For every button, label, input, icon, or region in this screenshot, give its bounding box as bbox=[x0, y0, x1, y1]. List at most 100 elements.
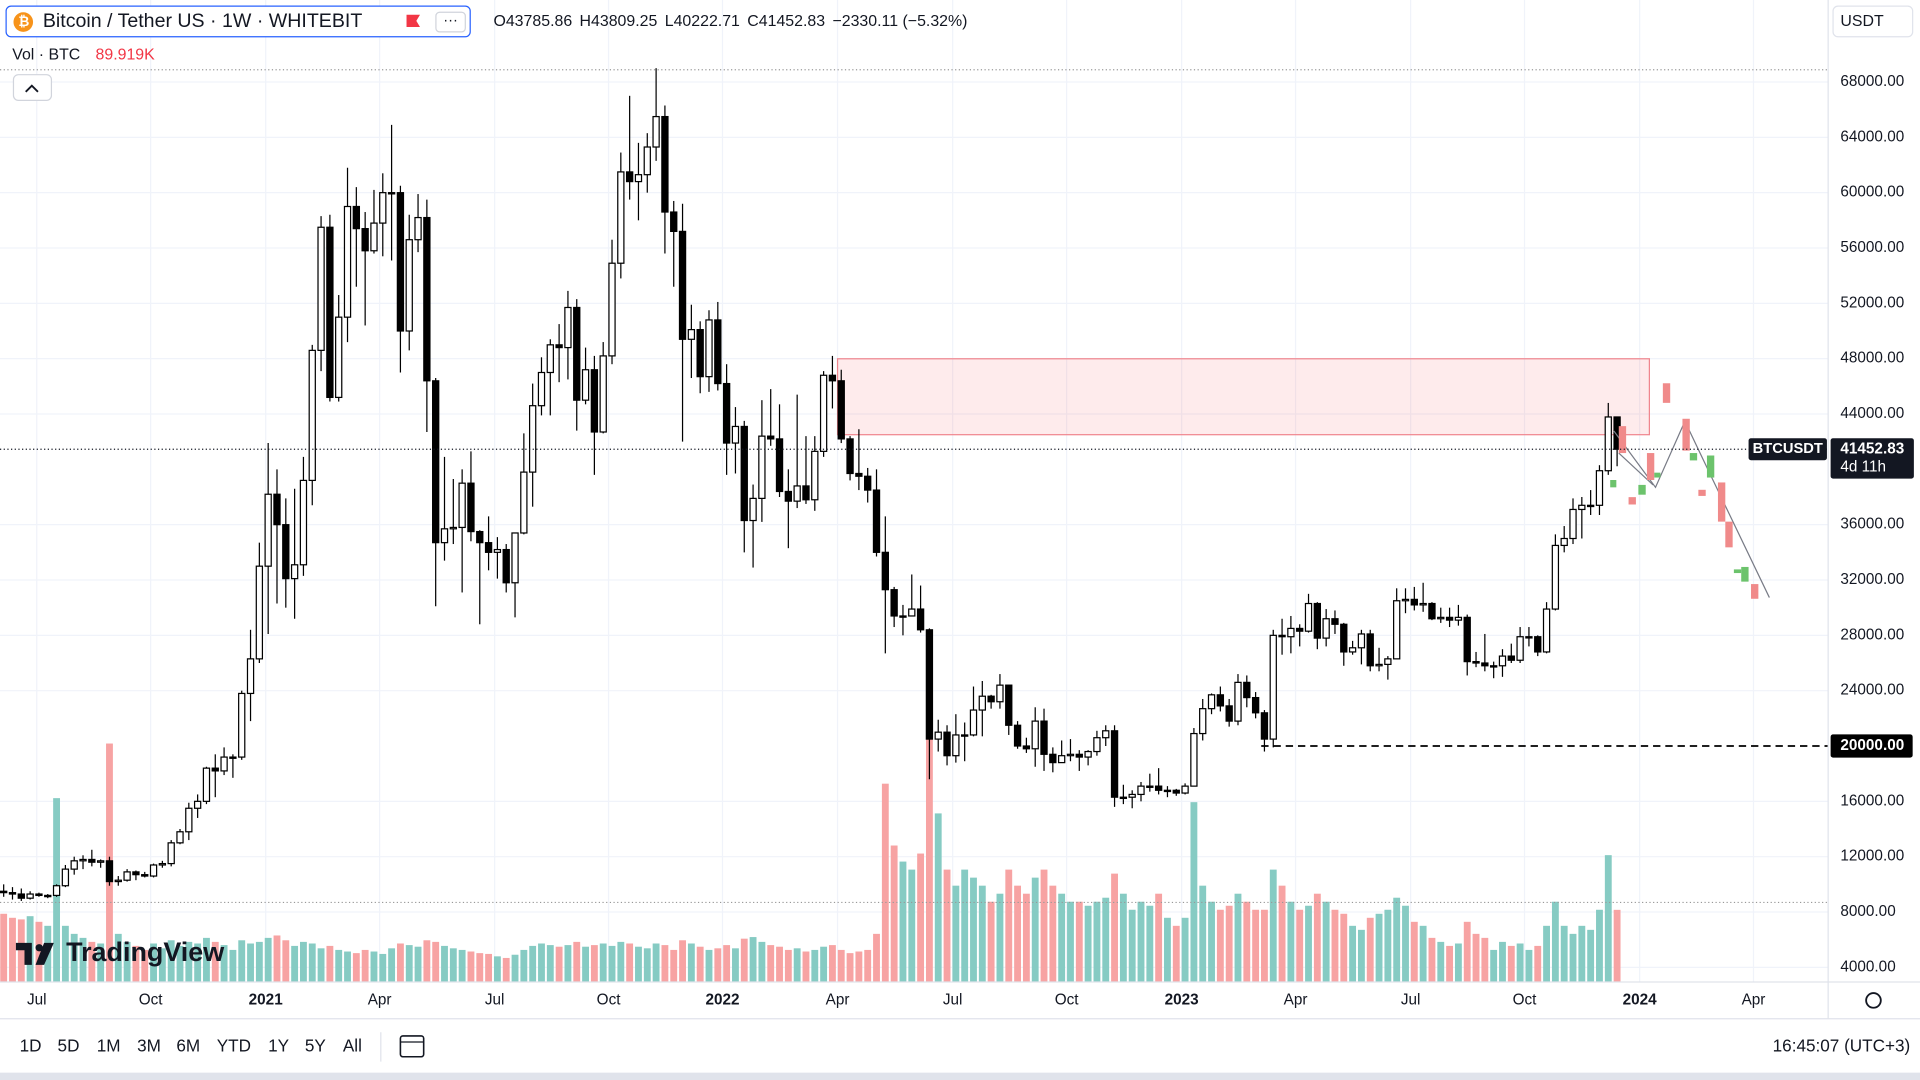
candle-body bbox=[678, 230, 687, 340]
calendar-icon[interactable] bbox=[399, 1035, 425, 1058]
x-tick-label: Oct bbox=[1055, 991, 1080, 1008]
volume-bar bbox=[705, 949, 713, 983]
volume-bar bbox=[546, 945, 554, 983]
hline-tag bbox=[1830, 734, 1913, 758]
volume-bar bbox=[1067, 901, 1074, 983]
range-button[interactable]: YTD bbox=[217, 1035, 251, 1055]
candle-body bbox=[1340, 623, 1348, 653]
candle-body bbox=[908, 608, 916, 617]
projection[interactable] bbox=[1610, 383, 1770, 599]
candle-body bbox=[1278, 634, 1286, 638]
candle-body bbox=[1489, 665, 1498, 668]
candle-body bbox=[26, 893, 34, 899]
candle-body bbox=[925, 629, 934, 740]
candle-body bbox=[387, 192, 396, 195]
projection-bar bbox=[1751, 584, 1759, 599]
range-button[interactable]: 1Y bbox=[268, 1035, 290, 1055]
range-button[interactable]: 1D bbox=[20, 1035, 42, 1055]
candle-body bbox=[1137, 785, 1145, 796]
candle-body bbox=[1481, 662, 1489, 667]
candle-body bbox=[220, 756, 228, 772]
volume-bar bbox=[0, 913, 8, 983]
currency[interactable]: USDT bbox=[1840, 13, 1884, 30]
candle-body bbox=[528, 405, 537, 473]
symbol-tag-label: BTCUSDT bbox=[1753, 441, 1823, 457]
settings-icon[interactable] bbox=[1865, 992, 1882, 1009]
volume-bar bbox=[1119, 893, 1127, 983]
projection-bar bbox=[1733, 569, 1742, 574]
candle-body bbox=[1031, 720, 1039, 750]
candle-body bbox=[229, 756, 237, 759]
volume-bar bbox=[599, 943, 607, 983]
more-button[interactable] bbox=[435, 11, 466, 33]
symbol[interactable]: Bitcoin / Tether US · 1W · WHITEBIT bbox=[43, 10, 363, 32]
range-button[interactable]: All bbox=[343, 1035, 362, 1055]
volume-bar bbox=[79, 937, 87, 983]
candle-body bbox=[352, 205, 361, 230]
candle-body bbox=[290, 564, 299, 580]
volume-bar bbox=[1499, 941, 1506, 983]
candle-body bbox=[167, 842, 175, 865]
candle-body bbox=[70, 860, 78, 870]
symbol-box[interactable] bbox=[5, 5, 471, 38]
candle-body bbox=[502, 548, 510, 584]
candle-body bbox=[308, 349, 316, 482]
volume-bar bbox=[1569, 933, 1577, 983]
range-button[interactable]: 5D bbox=[58, 1035, 80, 1055]
volume-bar bbox=[291, 945, 299, 983]
volume-bar bbox=[414, 946, 422, 983]
range-button[interactable]: 3M bbox=[137, 1035, 161, 1055]
candle-body bbox=[379, 192, 387, 224]
candle-body bbox=[767, 435, 775, 440]
candle-body bbox=[88, 858, 96, 863]
volume-bar bbox=[529, 945, 537, 983]
volume-value: 89.919K bbox=[96, 46, 156, 63]
candle-body bbox=[317, 226, 325, 351]
y-tick-label: 28000.00 bbox=[1840, 626, 1904, 643]
volume-bar bbox=[203, 937, 210, 983]
range-button[interactable]: 5Y bbox=[305, 1035, 327, 1055]
volume-bar bbox=[899, 861, 907, 983]
volume-bar bbox=[1551, 901, 1559, 983]
volume-name: Vol · BTC bbox=[12, 46, 80, 63]
clock: 16:45:07 (UTC+3) bbox=[1773, 1035, 1911, 1055]
candle-body bbox=[1534, 636, 1542, 653]
volume-bar bbox=[1128, 909, 1136, 983]
candle-body bbox=[79, 858, 87, 862]
volume-bar bbox=[820, 946, 828, 983]
volume-bar bbox=[114, 933, 122, 983]
candle-body bbox=[8, 892, 17, 895]
candle-body bbox=[881, 551, 890, 591]
candle-body bbox=[44, 894, 52, 898]
x-tick-label: Oct bbox=[139, 991, 164, 1008]
candle-body bbox=[176, 831, 184, 844]
ohlc-value: C41452.83 bbox=[747, 13, 825, 30]
volume-bar bbox=[1596, 909, 1603, 983]
candle-body bbox=[749, 497, 757, 522]
flag-icon[interactable] bbox=[406, 14, 420, 27]
candle-body bbox=[0, 890, 8, 894]
candle-body bbox=[811, 450, 819, 501]
zone-rectangle[interactable] bbox=[836, 358, 1650, 436]
volume-bar bbox=[1490, 949, 1498, 983]
volume-bar bbox=[1269, 869, 1277, 983]
candle-body bbox=[934, 731, 942, 740]
bottom-strip bbox=[0, 1072, 1920, 1080]
range-button[interactable]: 6M bbox=[176, 1035, 200, 1055]
candle-body bbox=[670, 211, 678, 233]
candles bbox=[0, 68, 1621, 901]
volume-bar bbox=[1199, 885, 1207, 983]
volume-bar bbox=[361, 949, 369, 983]
volume-bar bbox=[1278, 885, 1286, 983]
currency-box[interactable] bbox=[1832, 5, 1914, 38]
candle-body bbox=[1260, 712, 1269, 740]
candle-body bbox=[952, 734, 960, 757]
volume-bar bbox=[811, 949, 819, 983]
candle-body bbox=[819, 374, 828, 452]
ohlc-value: L40222.71 bbox=[665, 13, 740, 30]
candle-body bbox=[1287, 627, 1295, 638]
candle-body bbox=[1057, 755, 1066, 764]
range-button[interactable]: 1M bbox=[97, 1035, 121, 1055]
volume-bar bbox=[1578, 925, 1586, 983]
